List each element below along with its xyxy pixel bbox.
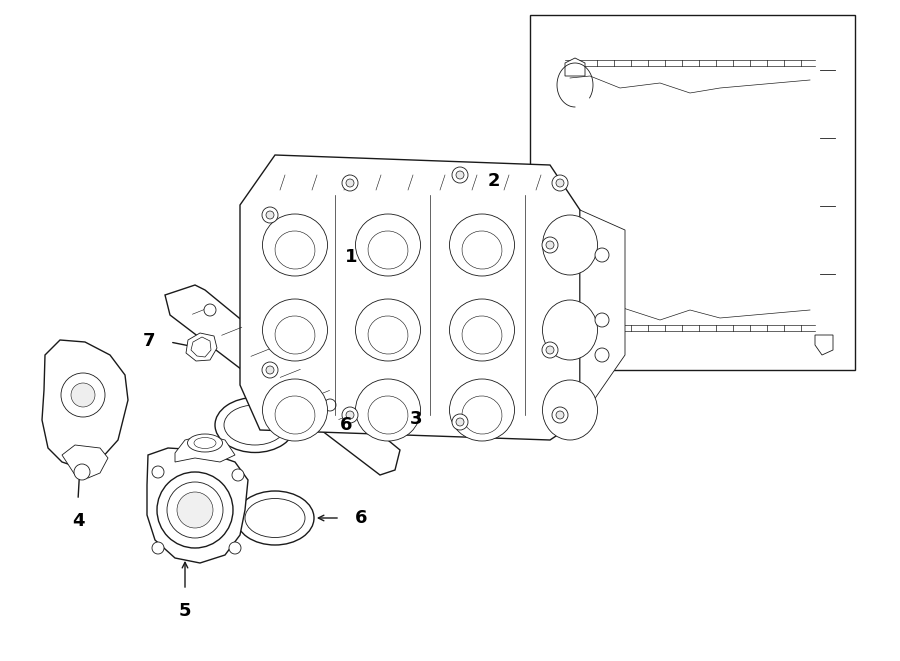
- Circle shape: [61, 373, 105, 417]
- Text: 6: 6: [355, 509, 367, 527]
- Circle shape: [556, 179, 564, 187]
- Text: 1: 1: [345, 248, 357, 266]
- Circle shape: [167, 482, 223, 538]
- Ellipse shape: [368, 396, 408, 434]
- Circle shape: [452, 167, 468, 183]
- Circle shape: [546, 241, 554, 249]
- Circle shape: [232, 469, 244, 481]
- Ellipse shape: [245, 498, 305, 537]
- Circle shape: [542, 237, 558, 253]
- Circle shape: [542, 342, 558, 358]
- Ellipse shape: [356, 379, 420, 441]
- Text: 2: 2: [488, 172, 500, 190]
- Ellipse shape: [194, 438, 216, 449]
- Ellipse shape: [543, 300, 598, 360]
- Polygon shape: [240, 155, 580, 440]
- Polygon shape: [530, 15, 855, 370]
- Ellipse shape: [187, 434, 222, 452]
- Polygon shape: [147, 448, 248, 563]
- Circle shape: [456, 418, 464, 426]
- Ellipse shape: [356, 214, 420, 276]
- Ellipse shape: [543, 215, 598, 275]
- Circle shape: [595, 248, 609, 262]
- Text: 6: 6: [340, 416, 353, 434]
- Polygon shape: [565, 58, 585, 76]
- Ellipse shape: [275, 396, 315, 434]
- Circle shape: [266, 211, 274, 219]
- Polygon shape: [191, 337, 211, 357]
- Circle shape: [456, 171, 464, 179]
- Polygon shape: [580, 210, 625, 420]
- Ellipse shape: [224, 405, 286, 445]
- Ellipse shape: [275, 316, 315, 354]
- Text: 5: 5: [179, 602, 191, 620]
- Circle shape: [342, 407, 358, 423]
- Ellipse shape: [449, 214, 515, 276]
- Circle shape: [556, 411, 564, 419]
- Circle shape: [552, 175, 568, 191]
- Circle shape: [262, 207, 278, 223]
- Circle shape: [152, 542, 164, 554]
- Circle shape: [266, 366, 274, 374]
- Circle shape: [152, 466, 164, 478]
- Ellipse shape: [215, 397, 295, 453]
- Circle shape: [452, 414, 468, 430]
- Text: 3: 3: [410, 410, 422, 428]
- Polygon shape: [175, 435, 235, 462]
- Polygon shape: [42, 340, 128, 468]
- Polygon shape: [62, 445, 108, 478]
- Text: 7: 7: [142, 332, 155, 350]
- Circle shape: [71, 383, 95, 407]
- Ellipse shape: [275, 231, 315, 269]
- Circle shape: [595, 348, 609, 362]
- Polygon shape: [815, 335, 833, 355]
- Circle shape: [342, 175, 358, 191]
- Circle shape: [346, 411, 354, 419]
- Circle shape: [346, 179, 354, 187]
- Ellipse shape: [543, 380, 598, 440]
- Circle shape: [262, 362, 278, 378]
- Polygon shape: [186, 333, 217, 361]
- Ellipse shape: [449, 299, 515, 361]
- Circle shape: [595, 313, 609, 327]
- Circle shape: [157, 472, 233, 548]
- Ellipse shape: [263, 379, 328, 441]
- Text: 4: 4: [72, 512, 85, 530]
- Ellipse shape: [462, 316, 502, 354]
- Circle shape: [229, 542, 241, 554]
- Ellipse shape: [462, 396, 502, 434]
- Ellipse shape: [449, 379, 515, 441]
- Ellipse shape: [356, 299, 420, 361]
- Circle shape: [177, 492, 213, 528]
- Circle shape: [552, 407, 568, 423]
- Circle shape: [546, 346, 554, 354]
- Ellipse shape: [368, 316, 408, 354]
- Circle shape: [204, 304, 216, 316]
- Ellipse shape: [462, 231, 502, 269]
- Circle shape: [324, 399, 336, 411]
- Circle shape: [74, 464, 90, 480]
- Ellipse shape: [368, 231, 408, 269]
- Ellipse shape: [263, 214, 328, 276]
- Ellipse shape: [236, 491, 314, 545]
- Polygon shape: [165, 285, 400, 475]
- Ellipse shape: [263, 299, 328, 361]
